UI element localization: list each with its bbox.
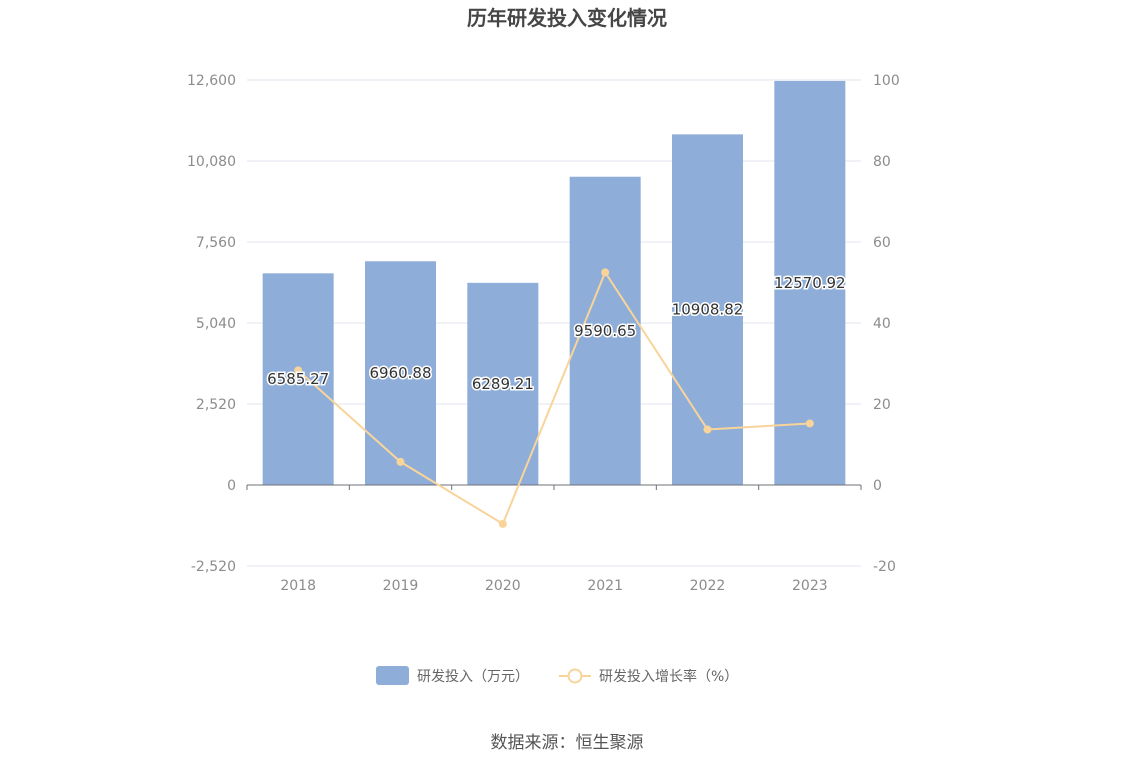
right-tick-label: 60 — [873, 235, 891, 251]
line-point — [294, 366, 303, 375]
line-point — [601, 268, 610, 277]
legend-item-line[interactable]: 研发投入增长率（%） — [559, 668, 738, 685]
left-tick-label: 2,520 — [196, 397, 236, 413]
right-tick-label: 80 — [873, 154, 891, 170]
data-labels: 6585.27 6960.88 6289.21 9590.65 10908.82 1257… — [266, 272, 847, 394]
bar — [365, 261, 436, 485]
right-tick-label: -20 — [873, 559, 896, 575]
bar-value-label: 12570.92 — [774, 274, 846, 292]
left-tick-label: -2,520 — [191, 559, 236, 575]
right-axis: -20 0 20 40 60 80 100 — [873, 73, 900, 575]
line-series — [294, 268, 814, 528]
x-tick-label: 2023 — [792, 578, 828, 594]
left-axis: -2,520 0 2,520 5,040 7,560 10,080 12,600 — [187, 73, 236, 575]
bar — [467, 282, 539, 485]
bar-value-label: 6289.21 — [472, 375, 534, 393]
grid-lines — [247, 79, 861, 567]
line-point — [396, 457, 405, 466]
left-tick-label: 0 — [227, 478, 236, 494]
legend-bar-swatch — [376, 666, 409, 685]
x-tick-label: 2022 — [690, 578, 726, 594]
legend-bar-label: 研发投入（万元） — [417, 669, 529, 685]
x-tick-label: 2020 — [485, 578, 521, 594]
line-point — [805, 419, 814, 428]
x-tick-label: 2021 — [587, 578, 623, 594]
right-tick-label: 20 — [873, 397, 891, 413]
left-tick-label: 12,600 — [187, 73, 236, 89]
line-point — [498, 519, 507, 528]
growth-line — [297, 270, 810, 526]
legend-line-marker — [567, 668, 583, 684]
right-tick-label: 0 — [873, 478, 882, 494]
left-tick-label: 7,560 — [196, 235, 236, 251]
bar-series — [262, 80, 846, 485]
x-tick-label: 2018 — [280, 578, 316, 594]
x-tick-label: 2019 — [383, 578, 419, 594]
left-tick-label: 10,080 — [187, 154, 236, 170]
x-axis: 2018 2019 2020 2021 2022 2023 — [246, 484, 862, 594]
source-text: 数据来源：恒生聚源 — [491, 733, 644, 753]
bar-value-label: 9590.65 — [574, 322, 636, 340]
right-tick-label: 40 — [873, 316, 891, 332]
bar — [262, 273, 334, 485]
bar-value-label: 6585.27 — [267, 370, 329, 388]
line-point — [703, 425, 712, 434]
right-tick-label: 100 — [873, 73, 900, 89]
bar-value-label: 6960.88 — [369, 364, 431, 382]
legend: 研发投入（万元） 研发投入增长率（%） — [376, 666, 738, 685]
legend-line-label: 研发投入增长率（%） — [599, 668, 738, 685]
chart-title: 历年研发投入变化情况 — [467, 6, 667, 30]
legend-item-bar[interactable]: 研发投入（万元） — [376, 666, 529, 685]
bar — [774, 80, 846, 485]
left-tick-label: 5,040 — [196, 316, 236, 332]
bar-value-label: 10908.82 — [672, 301, 744, 319]
